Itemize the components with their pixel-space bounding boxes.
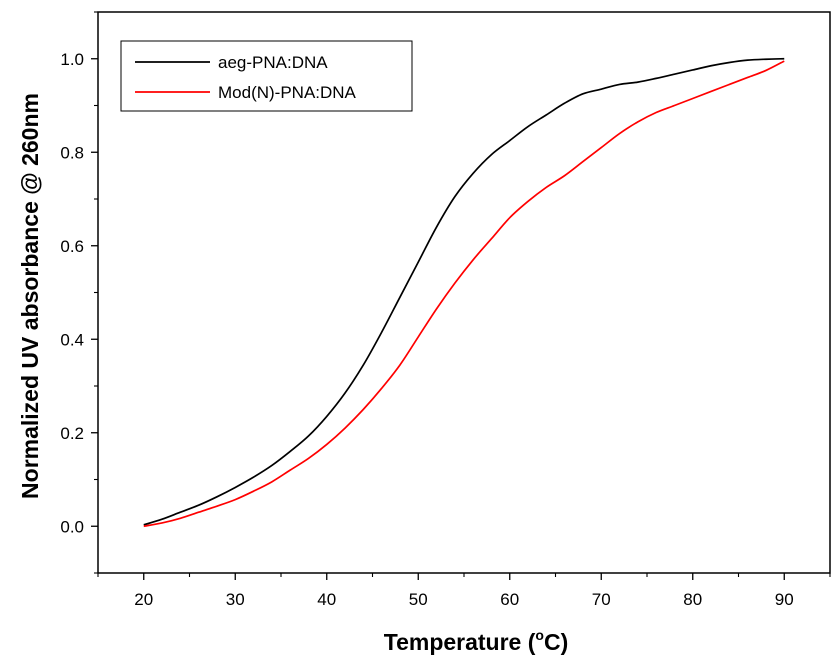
y-axis-title: Normalized UV absorbance @ 260nm — [17, 93, 43, 499]
x-tick-label: 60 — [500, 590, 519, 609]
x-tick-label: 90 — [775, 590, 794, 609]
y-tick-label: 0.6 — [60, 237, 84, 256]
y-tick-label: 0.2 — [60, 424, 84, 443]
x-axis: 20 30 40 50 60 70 80 90 — [97, 573, 831, 609]
series-layer — [143, 57, 785, 528]
y-tick-label: 0.4 — [60, 330, 84, 349]
legend-label-aeg-pna-dna: aeg-PNA:DNA — [218, 53, 328, 72]
legend-label-mod-n-pna-dna: Mod(N)-PNA:DNA — [218, 83, 357, 102]
x-axis-title: Temperature (oC) — [384, 627, 569, 655]
series-line-0 — [143, 57, 785, 526]
legend-box — [120, 40, 413, 112]
x-tick-label: 50 — [409, 590, 428, 609]
x-tick-label: 70 — [592, 590, 611, 609]
series-line-1 — [143, 60, 785, 528]
y-tick-label: 1.0 — [60, 50, 84, 69]
legend: aeg-PNA:DNA Mod(N)-PNA:DNA — [120, 40, 413, 112]
y-axis: 0.0 0.2 0.4 0.6 0.8 1.0 — [60, 11, 98, 574]
y-tick-label: 0.8 — [60, 143, 84, 162]
x-tick-label: 30 — [226, 590, 245, 609]
x-tick-label: 40 — [317, 590, 336, 609]
degree-symbol: o — [535, 627, 544, 643]
y-tick-label: 0.0 — [60, 517, 84, 536]
x-tick-label: 80 — [683, 590, 702, 609]
x-tick-label: 20 — [134, 590, 153, 609]
